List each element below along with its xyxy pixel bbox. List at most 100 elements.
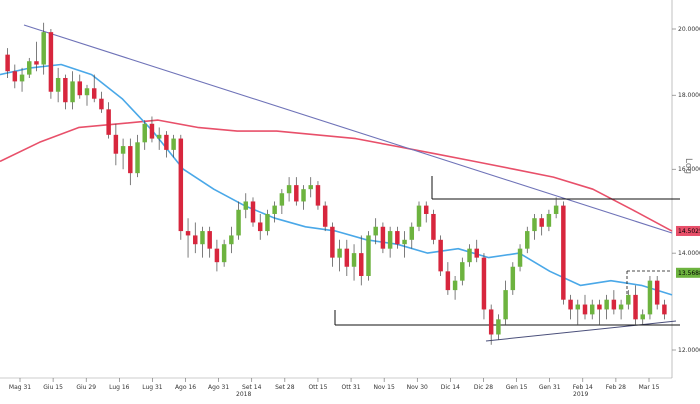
candle-body [164, 134, 169, 150]
candle [525, 226, 530, 254]
candle-body [70, 81, 75, 103]
candle [286, 177, 292, 202]
candle-body [200, 231, 205, 245]
candle [106, 102, 111, 139]
candle-body [322, 205, 328, 227]
candle [214, 239, 220, 272]
candle-body [229, 235, 234, 245]
candle [532, 213, 537, 240]
candle [395, 226, 400, 249]
candle [380, 222, 386, 254]
candle [373, 218, 378, 245]
candle-body [431, 213, 436, 240]
candle [344, 239, 350, 276]
x-tick-label: Feb 14 [573, 384, 593, 391]
candle [474, 239, 479, 263]
candle-body [106, 109, 111, 135]
candle [662, 299, 667, 320]
drawing-layer [23, 24, 680, 342]
candle [84, 84, 90, 106]
candle-body [395, 231, 400, 245]
candle-body [423, 205, 429, 214]
candle-body [12, 71, 18, 82]
x-tick-label: Set 14 [242, 384, 262, 391]
ma-short-line [0, 63, 673, 296]
candle [618, 299, 624, 320]
candle [510, 262, 516, 295]
y-tick-label: 20.0000 [678, 26, 700, 33]
candle [294, 177, 299, 206]
candle-body [532, 218, 537, 232]
candle [156, 127, 162, 150]
candle-body [27, 61, 32, 75]
candle-body [171, 138, 176, 150]
candle [135, 134, 140, 178]
year-label-2019: 2019 [573, 391, 588, 398]
price-badge-box [676, 267, 700, 278]
y-tick-label: 14.0000 [678, 250, 700, 257]
candle [265, 209, 270, 236]
candle-body [34, 61, 39, 65]
candle [633, 285, 638, 325]
price-badge-box [676, 225, 700, 236]
candle-body [91, 88, 97, 99]
candle-body [315, 185, 321, 206]
price-badge-label: 13.5688 [678, 270, 700, 277]
downtrend-line [23, 24, 673, 234]
candle-body [525, 231, 530, 249]
candle-body [626, 294, 631, 305]
candle [142, 120, 147, 150]
candle-body [55, 77, 61, 92]
candle [568, 294, 573, 320]
candle-body [77, 81, 83, 96]
x-tick-label: Set 28 [275, 384, 295, 391]
candle-body [662, 304, 667, 315]
candle [171, 134, 176, 158]
candle-body [120, 146, 126, 154]
x-tick-label: Nov 15 [374, 384, 395, 391]
candle-body [156, 134, 162, 139]
candle-body [474, 248, 479, 258]
price-badge: 14.5025 [676, 225, 700, 236]
candle [626, 290, 631, 310]
candle [423, 201, 429, 223]
candle-body [63, 77, 68, 103]
candle [243, 193, 249, 219]
candle-body [496, 319, 501, 335]
candle [517, 244, 523, 272]
candle [48, 29, 54, 99]
candle [553, 197, 559, 219]
candle [178, 134, 184, 240]
x-tick-label: Ago 31 [208, 384, 229, 391]
candle [315, 181, 321, 210]
candle-body [517, 248, 523, 267]
candle-body [142, 123, 147, 143]
candle [207, 226, 212, 258]
candle [597, 299, 602, 325]
candle-body [373, 226, 378, 236]
candle [63, 74, 68, 110]
candle [402, 231, 407, 258]
candle-body [236, 209, 241, 236]
candle-body [149, 123, 155, 139]
candle-body [5, 54, 10, 72]
candle-body [359, 253, 364, 276]
candle-body [409, 226, 415, 240]
candle [55, 67, 61, 103]
candle-body [221, 244, 227, 263]
candle-body [488, 309, 494, 335]
candle [149, 116, 155, 143]
candle-body [510, 266, 516, 291]
candle [113, 123, 119, 166]
candle-body [128, 146, 133, 174]
candle-body [185, 231, 191, 236]
candle-body [279, 193, 285, 206]
ma-long-layer [0, 119, 673, 232]
candle [12, 64, 18, 89]
candle [229, 226, 234, 254]
x-tick-label: Giu 29 [76, 384, 96, 391]
candle [452, 275, 458, 300]
x-tick-label: Feb 28 [606, 384, 626, 391]
candle [409, 222, 415, 249]
candle-body [416, 205, 422, 227]
